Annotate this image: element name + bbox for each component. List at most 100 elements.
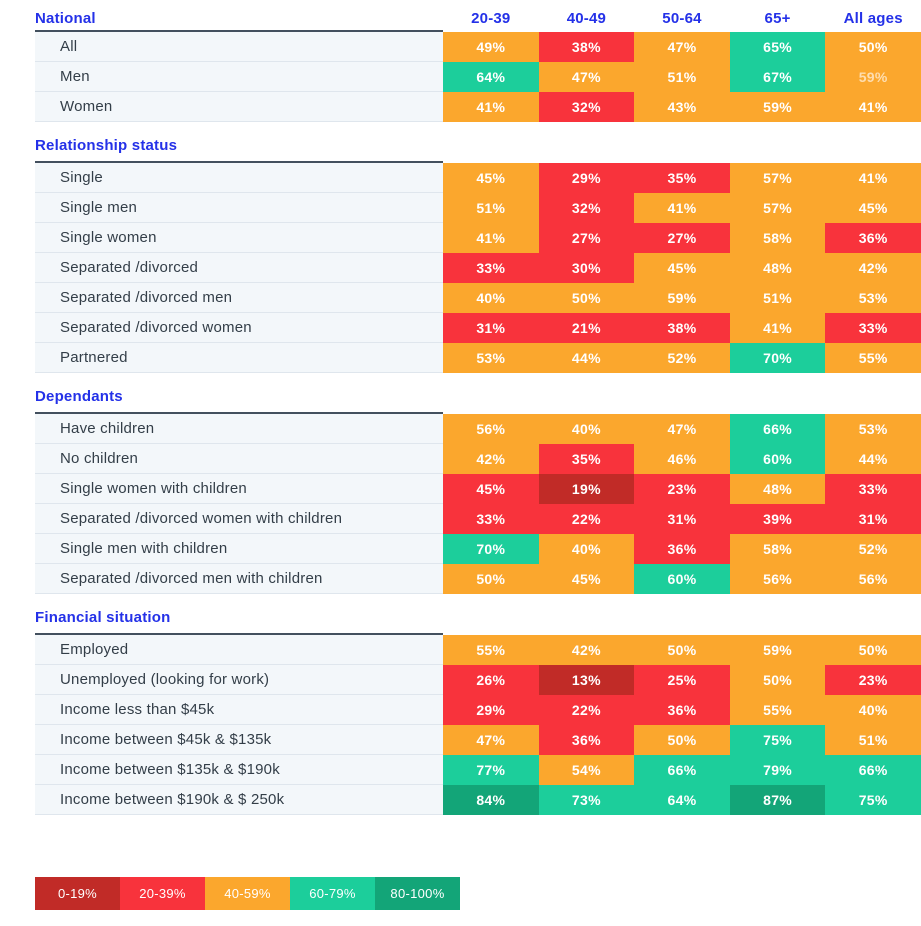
- value-cell: 27%: [538, 223, 635, 253]
- value-cell: 30%: [538, 253, 635, 283]
- value-cell: 40%: [538, 534, 635, 564]
- row-cells: 56% 40% 47% 66% 53%: [443, 414, 921, 444]
- row-cells: 45% 29% 35% 57% 41%: [443, 163, 921, 193]
- value-cell: 58%: [729, 534, 826, 564]
- row-label: Single men: [35, 193, 443, 223]
- row-label: Income between $135k & $190k: [35, 755, 443, 785]
- value-cell: 40%: [443, 283, 539, 313]
- table-row: Partnered 53% 44% 52% 70% 55%: [35, 343, 921, 373]
- row-cells: 50% 45% 60% 56% 56%: [443, 564, 921, 594]
- column-header-20-39: 20-39: [471, 9, 511, 27]
- table-row: Single men with children 70% 40% 36% 58% 52%: [35, 534, 921, 564]
- value-cell: 58%: [729, 223, 826, 253]
- row-label: Have children: [35, 414, 443, 444]
- value-cell: 50%: [825, 635, 921, 665]
- value-cell: 49%: [443, 32, 539, 62]
- value-cell: 66%: [634, 755, 730, 785]
- row-label: Separated /divorced men with children: [35, 564, 443, 594]
- value-cell: 31%: [825, 504, 921, 534]
- value-cell: 40%: [825, 695, 921, 725]
- column-header-40-49: 40-49: [566, 9, 607, 27]
- row-cells: 31% 21% 38% 41% 33%: [443, 313, 921, 343]
- value-cell: 36%: [634, 695, 730, 725]
- value-cell: 44%: [538, 343, 635, 373]
- table-row: Income between $135k & $190k 77% 54% 66% 79%…: [35, 755, 921, 785]
- table-row: Separated /divorced women with children 3…: [35, 504, 921, 534]
- row-label: Income between $45k & $135k: [35, 725, 443, 755]
- value-cell: 29%: [443, 695, 539, 725]
- value-cell: 79%: [729, 755, 826, 785]
- table-row: Income between $45k & $135k 47% 36% 50% 75% 5…: [35, 725, 921, 755]
- value-cell: 42%: [443, 444, 539, 474]
- row-cells: 33% 30% 45% 48% 42%: [443, 253, 921, 283]
- value-cell: 41%: [443, 223, 539, 253]
- value-cell: 38%: [634, 313, 730, 343]
- row-cells: 84% 73% 64% 87% 75%: [443, 785, 921, 815]
- column-header-50-64: 50-64: [662, 9, 702, 27]
- value-cell: 40%: [538, 414, 635, 444]
- value-cell: 66%: [729, 414, 826, 444]
- value-cell: 48%: [729, 253, 826, 283]
- row-label: Separated /divorced women with children: [35, 504, 443, 534]
- value-cell: 51%: [634, 62, 730, 92]
- value-cell: 70%: [729, 343, 826, 373]
- table-row: Employed 55% 42% 50% 59% 50%: [35, 635, 921, 665]
- legend-item: 0-19%: [35, 877, 120, 910]
- value-cell: 41%: [443, 92, 539, 122]
- row-cells: 41% 27% 27% 58% 36%: [443, 223, 921, 253]
- row-cells: 45% 19% 23% 48% 33%: [443, 474, 921, 504]
- row-label: All: [35, 32, 443, 62]
- table-row: Single women with children 45% 19% 23% 48% 33…: [35, 474, 921, 504]
- value-cell: 67%: [729, 62, 826, 92]
- value-cell: 57%: [729, 193, 826, 223]
- value-cell: 75%: [729, 725, 826, 755]
- value-cell: 31%: [634, 504, 730, 534]
- value-cell: 41%: [729, 313, 826, 343]
- value-cell: 45%: [825, 193, 921, 223]
- section-title: Dependants: [35, 388, 123, 405]
- value-cell: 52%: [825, 534, 921, 564]
- value-cell: 66%: [825, 755, 921, 785]
- legend-item: 80-100%: [375, 877, 460, 910]
- section-title-national: National: [35, 9, 96, 27]
- value-cell: 22%: [538, 695, 635, 725]
- value-cell: 55%: [443, 635, 539, 665]
- value-cell: 41%: [825, 163, 921, 193]
- value-cell: 38%: [538, 32, 635, 62]
- value-cell: 70%: [443, 534, 539, 564]
- row-label: Separated /divorced: [35, 253, 443, 283]
- value-cell: 31%: [443, 313, 539, 343]
- table-row: Women 41% 32% 43% 59% 41%: [35, 92, 921, 122]
- value-cell: 48%: [729, 474, 826, 504]
- row-label: Separated /divorced women: [35, 313, 443, 343]
- row-cells: 77% 54% 66% 79% 66%: [443, 755, 921, 785]
- row-label: Men: [35, 62, 443, 92]
- value-cell: 60%: [729, 444, 826, 474]
- row-label: Partnered: [35, 343, 443, 373]
- value-cell: 59%: [729, 92, 826, 122]
- value-cell: 21%: [538, 313, 635, 343]
- column-headers: 20-39 40-49 50-64 65+ All ages: [443, 10, 921, 27]
- section-table: Single 45% 29% 35% 57% 41% Single men 51% 32% 41%…: [35, 161, 921, 373]
- color-band-legend: 0-19% 20-39% 40-59% 60-79% 80-100%: [35, 877, 460, 910]
- table-row: All 49% 38% 47% 65% 50%: [35, 32, 921, 62]
- value-cell: 51%: [729, 283, 826, 313]
- row-cells: 70% 40% 36% 58% 52%: [443, 534, 921, 564]
- legend-item: 20-39%: [120, 877, 205, 910]
- row-label: Women: [35, 92, 443, 122]
- value-cell: 13%: [538, 665, 635, 695]
- value-cell: 41%: [634, 193, 730, 223]
- value-cell: 33%: [825, 474, 921, 504]
- legend-item: 60-79%: [290, 877, 375, 910]
- row-label: Employed: [35, 635, 443, 665]
- row-cells: 42% 35% 46% 60% 44%: [443, 444, 921, 474]
- value-cell: 56%: [443, 414, 539, 444]
- value-cell: 59%: [825, 62, 921, 92]
- value-cell: 36%: [634, 534, 730, 564]
- row-label: Single women: [35, 223, 443, 253]
- table-row: Separated /divorced men 40% 50% 59% 51% 53%: [35, 283, 921, 313]
- table-row: Single women 41% 27% 27% 58% 36%: [35, 223, 921, 253]
- value-cell: 33%: [443, 253, 539, 283]
- value-cell: 50%: [634, 635, 730, 665]
- value-cell: 56%: [825, 564, 921, 594]
